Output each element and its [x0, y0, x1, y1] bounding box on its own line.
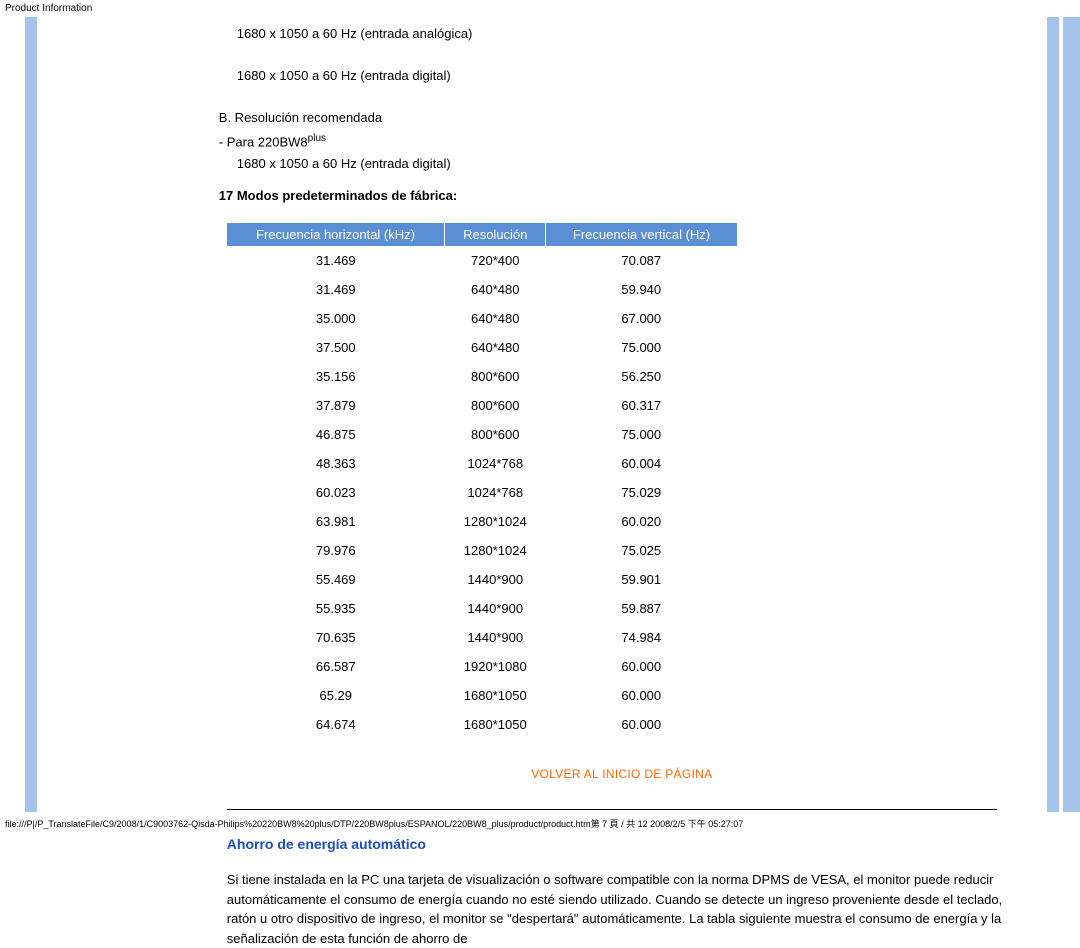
- content-area: 1680 x 1050 a 60 Hz (entrada analógica) …: [37, 17, 1047, 812]
- table-cell: 79.976: [227, 536, 445, 565]
- table-cell: 63.981: [227, 507, 445, 536]
- table-cell: 800*600: [445, 391, 546, 420]
- col-hfreq: Frecuencia horizontal (kHz): [227, 223, 445, 246]
- table-cell: 800*600: [445, 362, 546, 391]
- table-cell: 60.004: [546, 449, 737, 478]
- table-cell: 55.935: [227, 594, 445, 623]
- table-row: 37.500640*48075.000: [227, 333, 737, 362]
- left-stripe: [25, 17, 37, 812]
- table-cell: 60.000: [546, 710, 737, 739]
- table-cell: 75.029: [546, 478, 737, 507]
- table-cell: 1920*1080: [445, 652, 546, 681]
- table-cell: 59.887: [546, 594, 737, 623]
- table-cell: 75.000: [546, 333, 737, 362]
- resolution-digital-line: 1680 x 1050 a 60 Hz (entrada digital): [237, 67, 1007, 85]
- table-row: 35.000640*48067.000: [227, 304, 737, 333]
- content-inner: 1680 x 1050 a 60 Hz (entrada analógica) …: [37, 17, 1047, 948]
- table-cell: 70.087: [546, 246, 737, 275]
- table-row: 79.9761280*102475.025: [227, 536, 737, 565]
- table-row: 37.879800*60060.317: [227, 391, 737, 420]
- table-cell: 60.020: [546, 507, 737, 536]
- recommended-model-prefix: - Para 220BW8: [219, 134, 308, 149]
- table-cell: 1680*1050: [445, 681, 546, 710]
- table-row: 55.4691440*90059.901: [227, 565, 737, 594]
- table-cell: 800*600: [445, 420, 546, 449]
- recommended-model-sup: plus: [308, 133, 326, 144]
- modes-table-body: 31.469720*40070.08731.469640*48059.94035…: [227, 246, 737, 739]
- table-row: 35.156800*60056.250: [227, 362, 737, 391]
- table-cell: 66.587: [227, 652, 445, 681]
- section-divider: [227, 809, 997, 810]
- table-cell: 1440*900: [445, 594, 546, 623]
- resolution-analog-line: 1680 x 1050 a 60 Hz (entrada analógica): [237, 25, 1007, 43]
- table-cell: 640*480: [445, 333, 546, 362]
- left-margin: [0, 17, 25, 812]
- footer-file-path: file:///P|/P_TranslateFile/C9/2008/1/C90…: [5, 817, 743, 830]
- table-row: 31.469720*40070.087: [227, 246, 737, 275]
- table-cell: 74.984: [546, 623, 737, 652]
- table-cell: 75.025: [546, 536, 737, 565]
- modes-table-header-row: Frecuencia horizontal (kHz) Resolución F…: [227, 223, 737, 246]
- section-title-power-saving: Ahorro de energía automático: [227, 836, 1007, 852]
- table-cell: 56.250: [546, 362, 737, 391]
- recommended-model: - Para 220BW8plus: [219, 132, 1007, 152]
- table-cell: 60.317: [546, 391, 737, 420]
- table-cell: 31.469: [227, 246, 445, 275]
- table-cell: 59.940: [546, 275, 737, 304]
- table-row: 70.6351440*90074.984: [227, 623, 737, 652]
- modes-table-wrap: Frecuencia horizontal (kHz) Resolución F…: [227, 223, 1007, 739]
- modes-table: Frecuencia horizontal (kHz) Resolución F…: [227, 223, 737, 739]
- table-cell: 1680*1050: [445, 710, 546, 739]
- right-stripe-a: [1047, 17, 1059, 812]
- col-resolution: Resolución: [445, 223, 546, 246]
- table-cell: 65.29: [227, 681, 445, 710]
- table-row: 48.3631024*76860.004: [227, 449, 737, 478]
- page-layout: 1680 x 1050 a 60 Hz (entrada analógica) …: [0, 17, 1080, 812]
- table-row: 63.9811280*102460.020: [227, 507, 737, 536]
- page-header-title: Product Information: [0, 0, 1080, 17]
- table-cell: 35.156: [227, 362, 445, 391]
- table-cell: 46.875: [227, 420, 445, 449]
- table-row: 60.0231024*76875.029: [227, 478, 737, 507]
- table-cell: 64.674: [227, 710, 445, 739]
- table-cell: 37.879: [227, 391, 445, 420]
- table-cell: 640*480: [445, 304, 546, 333]
- table-cell: 720*400: [445, 246, 546, 275]
- recommended-resolution-line: 1680 x 1050 a 60 Hz (entrada digital): [237, 155, 1007, 173]
- col-vfreq: Frecuencia vertical (Hz): [546, 223, 737, 246]
- back-to-top-link[interactable]: VOLVER AL INICIO DE PÁGINA: [237, 767, 1007, 781]
- table-cell: 70.635: [227, 623, 445, 652]
- table-cell: 60.023: [227, 478, 445, 507]
- table-cell: 55.469: [227, 565, 445, 594]
- table-row: 46.875800*60075.000: [227, 420, 737, 449]
- table-cell: 31.469: [227, 275, 445, 304]
- table-row: 64.6741680*105060.000: [227, 710, 737, 739]
- right-stripe-b: [1063, 17, 1080, 812]
- table-cell: 1280*1024: [445, 536, 546, 565]
- table-cell: 75.000: [546, 420, 737, 449]
- preset-modes-heading: 17 Modos predeterminados de fábrica:: [219, 187, 1007, 205]
- table-cell: 67.000: [546, 304, 737, 333]
- power-saving-paragraph: Si tiene instalada en la PC una tarjeta …: [227, 870, 1007, 948]
- table-cell: 1024*768: [445, 449, 546, 478]
- recommended-heading: B. Resolución recomendada: [219, 109, 1007, 127]
- table-cell: 48.363: [227, 449, 445, 478]
- table-cell: 37.500: [227, 333, 445, 362]
- table-cell: 1280*1024: [445, 507, 546, 536]
- table-cell: 60.000: [546, 681, 737, 710]
- table-cell: 1440*900: [445, 565, 546, 594]
- table-cell: 35.000: [227, 304, 445, 333]
- table-cell: 60.000: [546, 652, 737, 681]
- table-cell: 59.901: [546, 565, 737, 594]
- table-row: 66.5871920*108060.000: [227, 652, 737, 681]
- table-cell: 1440*900: [445, 623, 546, 652]
- table-cell: 640*480: [445, 275, 546, 304]
- table-row: 31.469640*48059.940: [227, 275, 737, 304]
- table-row: 65.291680*105060.000: [227, 681, 737, 710]
- table-cell: 1024*768: [445, 478, 546, 507]
- table-row: 55.9351440*90059.887: [227, 594, 737, 623]
